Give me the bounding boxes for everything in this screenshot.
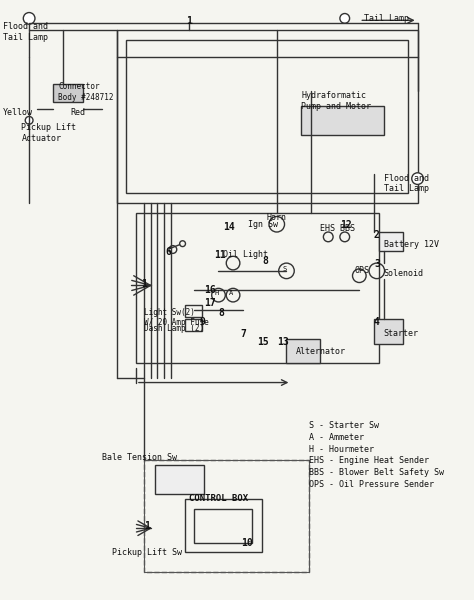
Text: Dash Lamp (2): Dash Lamp (2) (144, 324, 204, 333)
Text: 8: 8 (219, 308, 224, 318)
Text: 8: 8 (262, 256, 268, 266)
Text: Flood and
Tail Lamp: Flood and Tail Lamp (383, 174, 428, 193)
Text: 12: 12 (340, 220, 352, 230)
Text: Tail Lamp: Tail Lamp (364, 14, 409, 23)
Text: Flood and
Tail Lamp: Flood and Tail Lamp (3, 22, 48, 41)
Circle shape (340, 14, 350, 23)
Text: Battery 12V: Battery 12V (383, 240, 438, 249)
Text: 17: 17 (204, 298, 216, 308)
Bar (194, 509, 253, 543)
Text: 9: 9 (199, 317, 205, 328)
Text: Pickup Lift
Actuator: Pickup Lift Actuator (21, 123, 76, 143)
Circle shape (412, 173, 423, 184)
Bar (136, 212, 379, 363)
Text: 10: 10 (241, 538, 253, 548)
Text: Alternator: Alternator (296, 347, 346, 356)
Text: EHS BBS: EHS BBS (320, 224, 356, 233)
Text: Starter: Starter (383, 329, 419, 338)
Text: 4: 4 (374, 317, 380, 328)
Bar (126, 40, 408, 193)
Bar (301, 106, 383, 135)
Bar (54, 85, 82, 102)
Text: Hydraformatic
Pump and Motor: Hydraformatic Pump and Motor (301, 91, 371, 110)
Text: 7: 7 (241, 329, 246, 339)
Text: 15: 15 (257, 337, 269, 347)
Text: OPS - Oil Pressure Sender: OPS - Oil Pressure Sender (309, 479, 434, 488)
Bar (286, 339, 320, 363)
Bar (117, 30, 418, 203)
Text: 6: 6 (165, 247, 171, 257)
Text: 1: 1 (186, 16, 192, 26)
Text: Red: Red (70, 108, 85, 117)
Text: CONTROL BOX: CONTROL BOX (190, 494, 248, 503)
Text: S: S (283, 266, 287, 272)
Text: 3: 3 (374, 259, 380, 269)
Text: Solenoid: Solenoid (383, 269, 424, 278)
Text: S - Starter Sw: S - Starter Sw (309, 421, 379, 430)
Text: EHS - Engine Heat Sender: EHS - Engine Heat Sender (309, 457, 429, 466)
Text: Oil Light: Oil Light (223, 250, 268, 259)
Text: Pickup Lift Sw: Pickup Lift Sw (112, 548, 182, 557)
Text: BBS - Blower Belt Safety Sw: BBS - Blower Belt Safety Sw (309, 468, 444, 477)
Bar (184, 305, 202, 317)
Circle shape (25, 116, 33, 124)
Bar (155, 465, 204, 494)
Text: Yellow: Yellow (3, 108, 33, 117)
Text: Ign Sw: Ign Sw (247, 220, 278, 229)
Text: 1: 1 (141, 278, 146, 289)
Text: Horn: Horn (267, 212, 287, 221)
Bar (184, 319, 202, 331)
Text: 14: 14 (223, 223, 235, 232)
Circle shape (23, 13, 35, 24)
Text: Connector
Body #248712: Connector Body #248712 (58, 82, 114, 102)
Text: H: H (214, 290, 219, 296)
Bar (379, 232, 403, 251)
Text: H - Hourmeter: H - Hourmeter (309, 445, 374, 454)
Text: 16: 16 (204, 286, 216, 295)
Text: A: A (229, 290, 233, 296)
Text: 13: 13 (277, 337, 289, 347)
Bar (144, 460, 309, 572)
Text: 2: 2 (374, 230, 380, 240)
Text: 11: 11 (214, 250, 226, 260)
Text: Light Sw(2)
W/ 20 Amp Fuse: Light Sw(2) W/ 20 Amp Fuse (144, 308, 209, 327)
Text: 1: 1 (144, 521, 150, 532)
Bar (184, 499, 262, 553)
Text: OPS: OPS (355, 266, 369, 275)
Bar (144, 460, 309, 572)
Text: Bale Tension Sw: Bale Tension Sw (102, 454, 177, 463)
Text: A - Ammeter: A - Ammeter (309, 433, 364, 442)
Bar (374, 319, 403, 344)
